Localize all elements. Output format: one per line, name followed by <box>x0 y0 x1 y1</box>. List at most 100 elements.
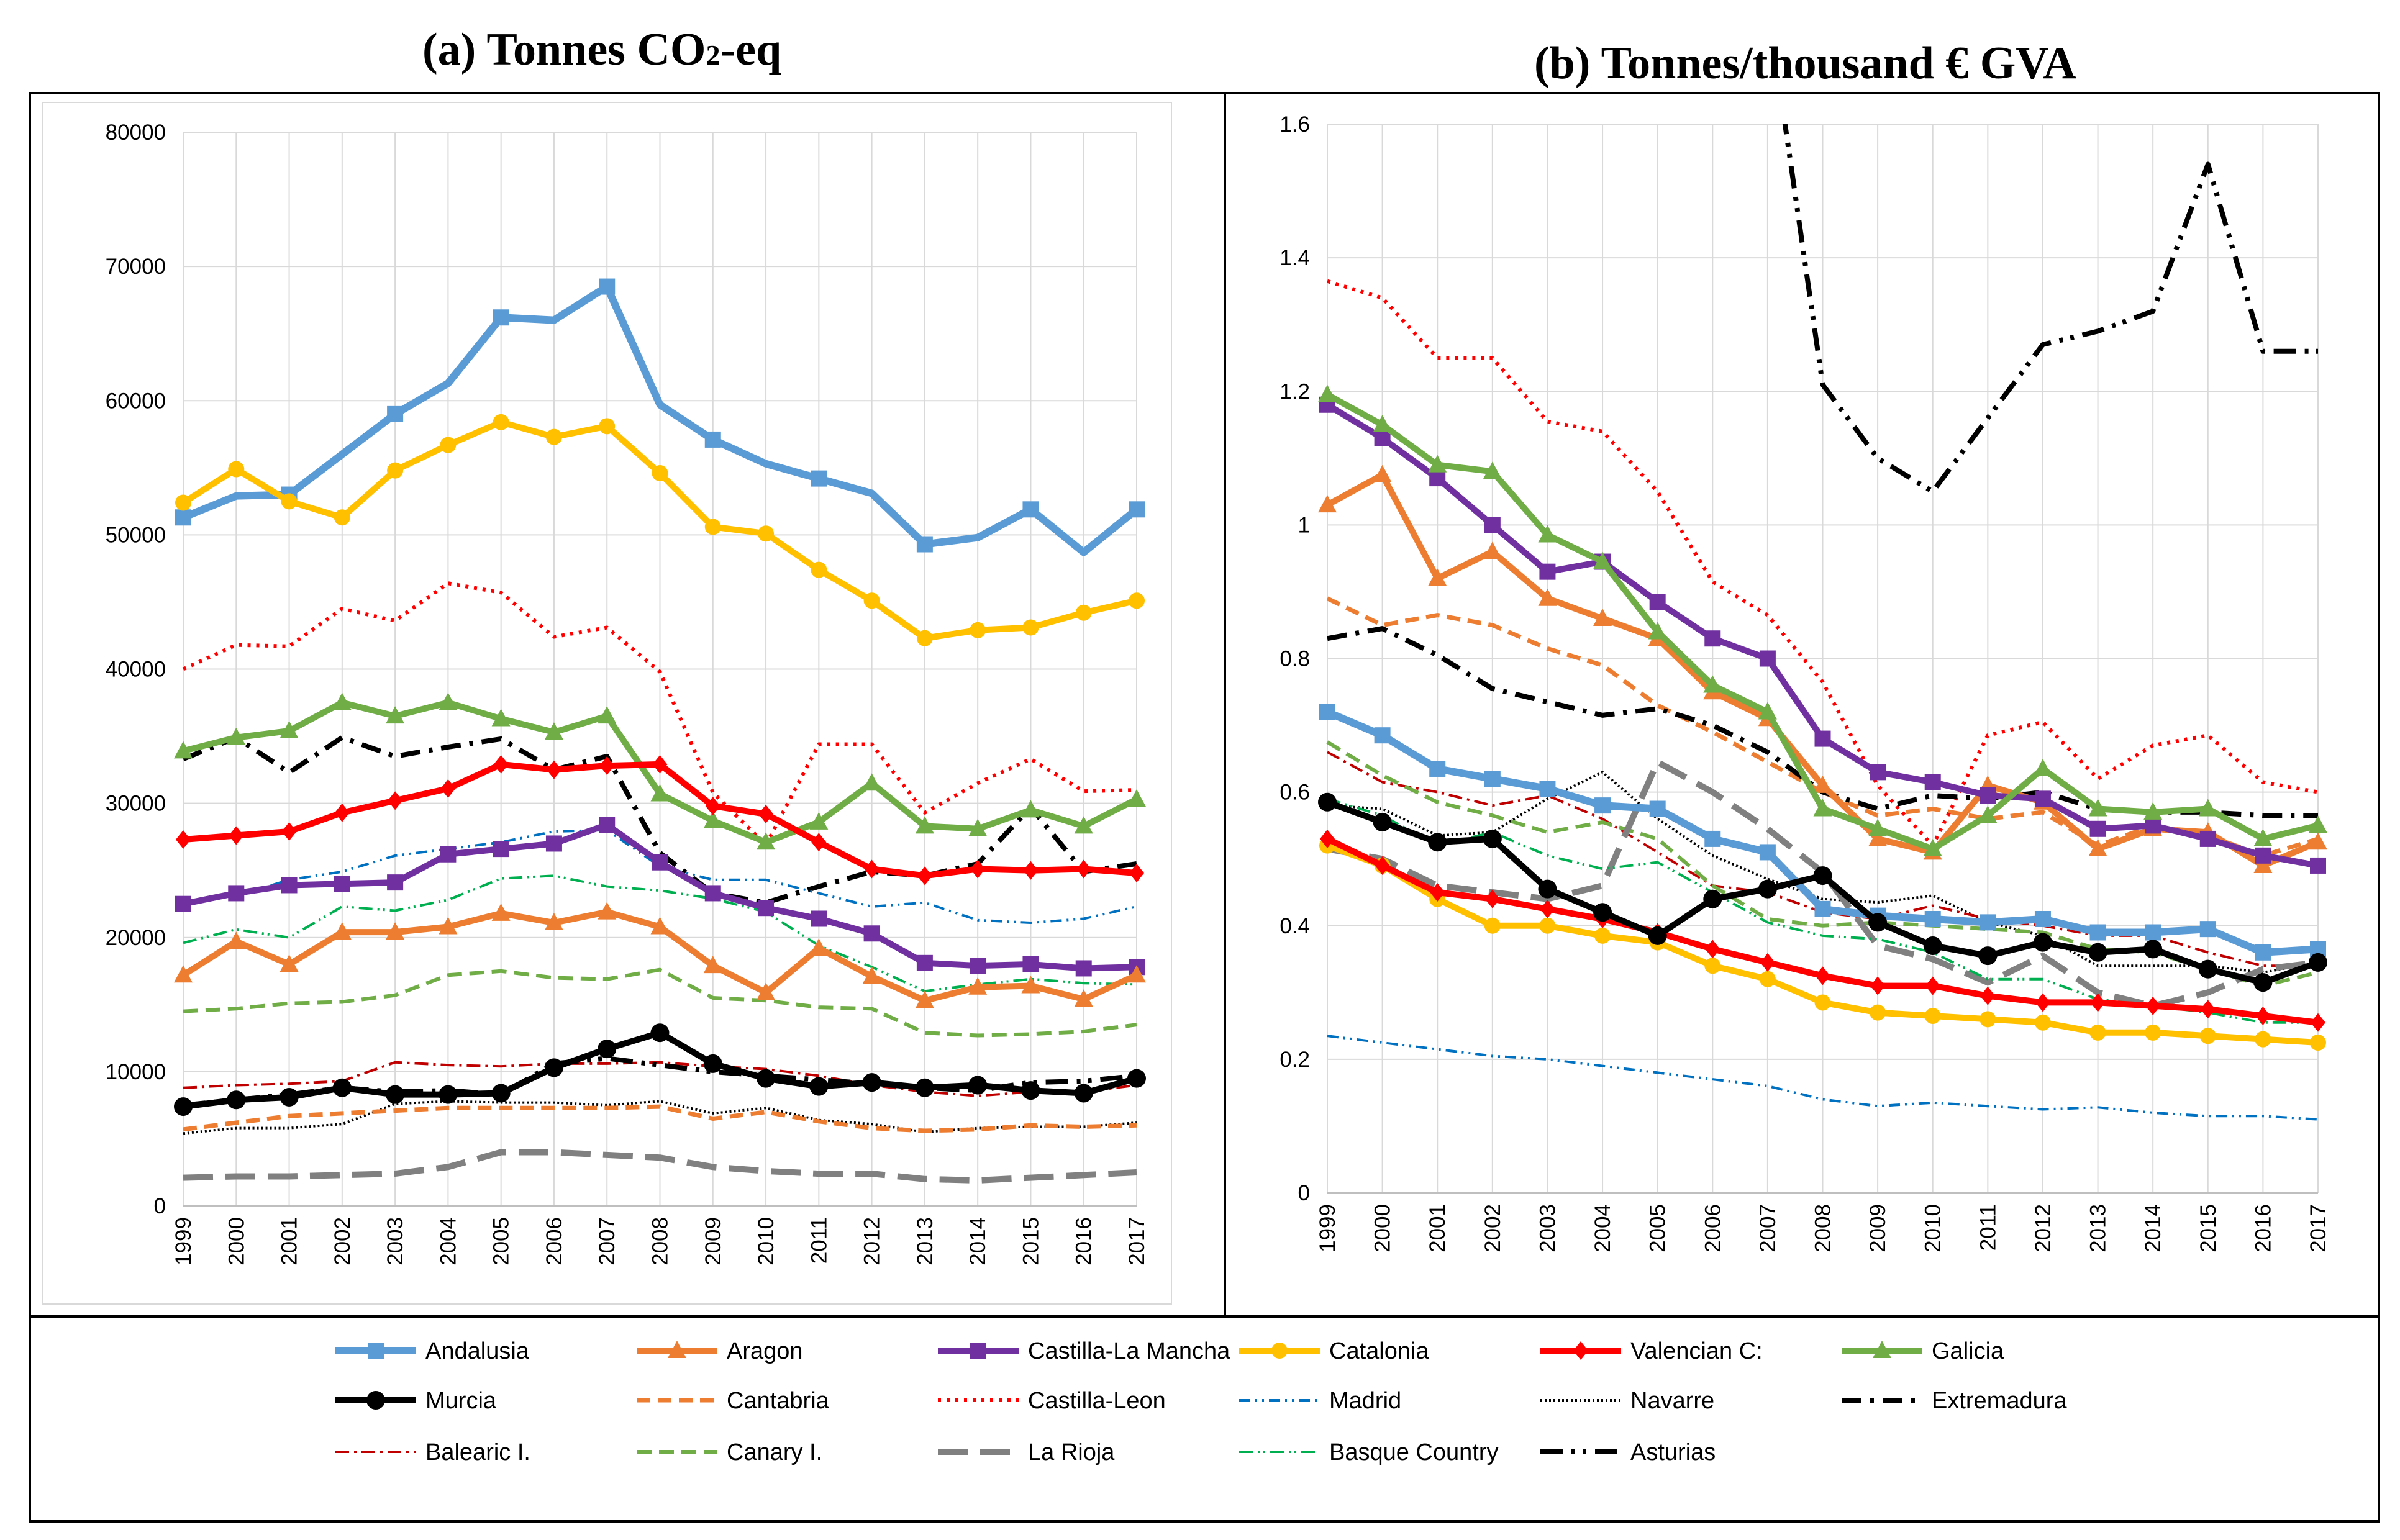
y-tick-label: 1 <box>1298 513 1310 537</box>
x-tick-label: 2009 <box>701 1217 725 1266</box>
point-castilla-la-mancha <box>281 877 298 894</box>
point-valencian-c <box>1484 889 1500 908</box>
legend-label: Canary I. <box>727 1439 822 1465</box>
x-tick-label: 2016 <box>2251 1204 2275 1252</box>
point-galicia <box>598 706 617 724</box>
point-aragon <box>1021 976 1040 994</box>
point-murcia <box>650 1023 670 1043</box>
point-valencian-c <box>1129 864 1144 883</box>
point-andalusia <box>1429 760 1446 777</box>
point-murcia <box>598 1040 617 1059</box>
series-line-canary-i <box>183 967 1137 1038</box>
legend-label: Galicia <box>1932 1338 2004 1364</box>
point-valencian-c <box>388 791 403 810</box>
point-catalonia <box>1539 917 1556 934</box>
point-valencian-c <box>1375 856 1390 875</box>
legend-label: Balearic I. <box>425 1439 530 1465</box>
point-andalusia <box>2145 924 2161 941</box>
y-tick-label: 0 <box>1298 1181 1310 1205</box>
point-valencian-c <box>1980 986 1996 1005</box>
legend-item-andalusia: Andalusia <box>335 1338 530 1364</box>
x-tick-label: 2014 <box>966 1217 990 1266</box>
x-tick-label: 2001 <box>278 1217 302 1266</box>
y-tick-label: 30000 <box>106 792 166 816</box>
y-tick-label: 70000 <box>106 255 166 279</box>
y-tick-label: 0.6 <box>1280 781 1310 805</box>
y-tick-label: 1.2 <box>1280 379 1310 404</box>
point-murcia <box>544 1058 563 1077</box>
point-galicia <box>1127 789 1146 807</box>
legend-label: Cantabria <box>727 1388 830 1414</box>
point-galicia <box>862 773 881 791</box>
point-aragon <box>862 966 881 984</box>
y-tick-label: 0.2 <box>1280 1048 1310 1072</box>
point-andalusia <box>1814 900 1831 917</box>
x-tick-label: 2008 <box>648 1217 673 1266</box>
legend-item-galicia: Galicia <box>1842 1338 2004 1364</box>
y-tick-label: 50000 <box>106 523 166 547</box>
point-catalonia <box>2145 1024 2161 1041</box>
legend-marker <box>668 1341 686 1358</box>
point-castilla-la-mancha <box>493 841 509 858</box>
point-murcia <box>2088 943 2107 962</box>
point-catalonia <box>1022 619 1039 636</box>
point-catalonia <box>1924 1007 1941 1024</box>
legend-item-madrid: Madrid <box>1239 1388 1401 1414</box>
series-line-castilla-leon <box>1327 279 2319 848</box>
point-valencian-c <box>1760 953 1775 972</box>
legend-label: Aragon <box>727 1338 803 1364</box>
x-tick-label: 2013 <box>913 1217 937 1266</box>
point-andalusia <box>2034 910 2051 927</box>
legend-label: Catalonia <box>1329 1338 1429 1364</box>
point-castilla-la-mancha <box>1924 774 1941 790</box>
point-murcia <box>2143 940 2163 959</box>
point-murcia <box>332 1078 352 1097</box>
point-aragon <box>2253 855 2273 873</box>
point-galicia <box>1318 384 1337 402</box>
point-murcia <box>2309 953 2327 972</box>
point-castilla-la-mancha <box>1429 470 1446 487</box>
point-aragon <box>1318 495 1337 513</box>
point-catalonia <box>1704 958 1721 974</box>
legend-label: Andalusia <box>425 1338 530 1364</box>
legend-item-castilla-la-mancha: Castilla-La Mancha <box>938 1338 1230 1364</box>
point-castilla-la-mancha <box>1649 594 1666 610</box>
point-catalonia <box>970 622 986 638</box>
point-galicia <box>2253 828 2273 846</box>
point-castilla-la-mancha <box>1814 730 1831 747</box>
legend-marker <box>366 1391 385 1410</box>
legend-item-murcia: Murcia <box>335 1388 497 1414</box>
point-murcia <box>2033 933 2052 952</box>
point-aragon <box>809 938 829 956</box>
chart-b: 0 0.2 0.4 0.6 0.8 1 1.2 1.4 1.6 1999 2000 2001 2002 2… <box>1280 112 2330 1252</box>
point-galicia <box>650 784 670 802</box>
point-castilla-la-mancha <box>387 874 404 891</box>
point-murcia <box>1483 829 1502 848</box>
point-castilla-la-mancha <box>2310 857 2326 874</box>
x-tick-label: 2006 <box>542 1217 566 1266</box>
point-valencian-c <box>2200 1000 2216 1019</box>
point-catalonia <box>1594 927 1611 944</box>
point-castilla-la-mancha <box>1539 563 1556 580</box>
point-valencian-c <box>2145 996 2161 1015</box>
point-murcia <box>174 1097 193 1116</box>
legend-item-basque-country: Basque Country <box>1239 1439 1499 1465</box>
point-aragon <box>650 917 670 935</box>
legend-item-balearic-i: Balearic I. <box>335 1439 530 1465</box>
point-andalusia <box>1759 844 1776 861</box>
point-andalusia <box>2089 924 2106 941</box>
y-tick-label: 80000 <box>106 120 166 145</box>
point-murcia <box>1813 866 1832 886</box>
series-line-cantabria <box>183 1104 1137 1133</box>
point-aragon <box>174 965 193 983</box>
legend-label: Asturias <box>1630 1439 1716 1465</box>
point-valencian-c <box>1023 861 1039 880</box>
point-castilla-la-mancha <box>599 817 616 833</box>
x-tick-label: 2012 <box>860 1217 884 1266</box>
legend-marker <box>368 1343 384 1359</box>
point-castilla-la-mancha <box>175 895 191 912</box>
point-valencian-c <box>2035 993 2050 1012</box>
point-valencian-c <box>864 859 880 879</box>
point-murcia <box>386 1085 405 1104</box>
